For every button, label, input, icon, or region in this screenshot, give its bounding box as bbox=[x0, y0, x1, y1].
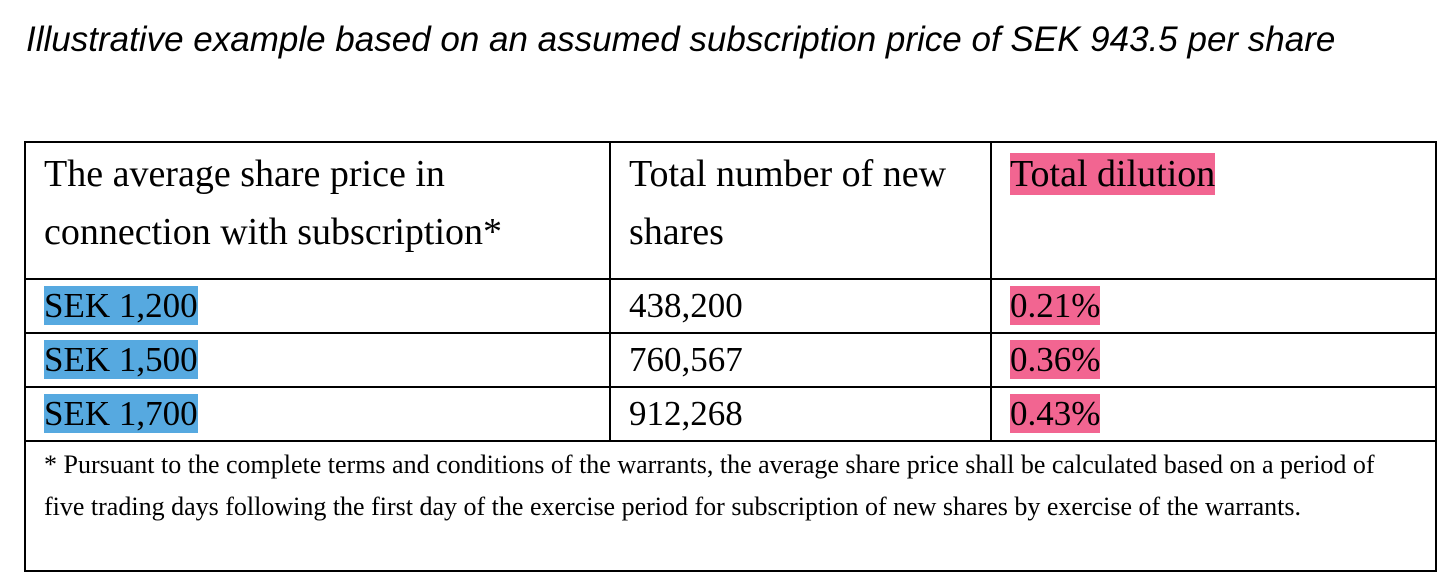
header-share-price: The average share price in connection wi… bbox=[24, 141, 611, 280]
price-cell: SEK 1,200 bbox=[24, 278, 611, 334]
header-total-dilution: Total dilution bbox=[990, 141, 1437, 280]
table-row: SEK 1,500 760,567 0.36% bbox=[24, 332, 1437, 388]
dilution-value: 0.21% bbox=[1010, 286, 1101, 325]
price-value: SEK 1,200 bbox=[44, 286, 198, 325]
dilution-value: 0.43% bbox=[1010, 394, 1101, 433]
dilution-cell: 0.36% bbox=[990, 332, 1437, 388]
header-total-dilution-label: Total dilution bbox=[1010, 153, 1216, 195]
shares-cell: 912,268 bbox=[609, 386, 992, 442]
table-row: SEK 1,700 912,268 0.43% bbox=[24, 386, 1437, 442]
table-header-row: The average share price in connection wi… bbox=[24, 141, 1437, 280]
shares-value: 438,200 bbox=[629, 286, 743, 325]
footnote-text: * Pursuant to the complete terms and con… bbox=[24, 440, 1437, 572]
price-cell: SEK 1,700 bbox=[24, 386, 611, 442]
price-value: SEK 1,700 bbox=[44, 394, 198, 433]
shares-value: 912,268 bbox=[629, 394, 743, 433]
shares-cell: 760,567 bbox=[609, 332, 992, 388]
heading-text: Illustrative example based on an assumed… bbox=[26, 20, 1336, 59]
price-cell: SEK 1,500 bbox=[24, 332, 611, 388]
dilution-cell: 0.43% bbox=[990, 386, 1437, 442]
shares-cell: 438,200 bbox=[609, 278, 992, 334]
dilution-value: 0.36% bbox=[1010, 340, 1101, 379]
dilution-table: The average share price in connection wi… bbox=[24, 141, 1437, 572]
table-row: SEK 1,200 438,200 0.21% bbox=[24, 278, 1437, 334]
header-new-shares: Total number of new shares bbox=[609, 141, 992, 280]
footnote-row: * Pursuant to the complete terms and con… bbox=[24, 440, 1437, 572]
dilution-cell: 0.21% bbox=[990, 278, 1437, 334]
price-value: SEK 1,500 bbox=[44, 340, 198, 379]
shares-value: 760,567 bbox=[629, 340, 743, 379]
